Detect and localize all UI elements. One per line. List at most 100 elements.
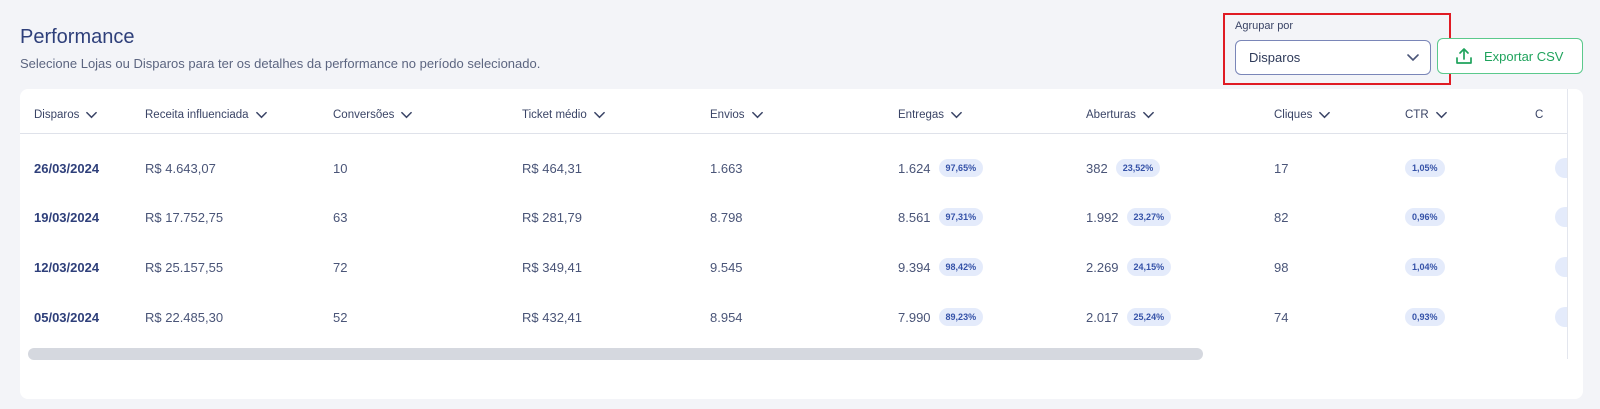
column-header-label: Entregas <box>898 108 945 121</box>
cell-aberturas: 2.017 25,24% <box>1086 292 1172 342</box>
cell-conversoes: 10 <box>333 143 347 193</box>
chevron-down-icon <box>86 111 98 119</box>
cell-date-value: 12/03/2024 <box>34 259 100 275</box>
cell-entregas-value: 1.624 <box>898 160 931 176</box>
export-csv-button[interactable]: Exportar CSV <box>1437 38 1583 74</box>
cell-overflow <box>1555 192 1567 242</box>
cell-ticket: R$ 464,31 <box>522 143 582 193</box>
cell-receita: R$ 17.752,75 <box>145 192 223 242</box>
cell-ticket: R$ 281,79 <box>522 192 582 242</box>
percent-badge: 23,52% <box>1115 159 1161 177</box>
cell-conversoes-value: 10 <box>333 160 348 176</box>
cell-ticket-value: R$ 349,41 <box>522 259 582 275</box>
cell-ctr: 0,93% <box>1405 292 1445 342</box>
table-row[interactable]: 12/03/2024 R$ 25.157,55 72 R$ 349,41 9.545 9.… <box>20 242 1567 292</box>
chevron-down-icon <box>401 111 413 119</box>
column-header-label: Ticket médio <box>522 108 587 121</box>
chevron-down-icon <box>593 111 605 119</box>
chevron-down-icon <box>951 111 962 119</box>
group-by-highlight: Agrupar por Disparos <box>1223 13 1451 85</box>
column-header-label: Cliques <box>1274 108 1313 121</box>
cell-entregas: 8.561 97,31% <box>898 192 984 242</box>
cell-ticket: R$ 432,41 <box>522 292 582 342</box>
column-header-c[interactable]: C <box>1535 96 1543 133</box>
overflow-badge <box>1555 158 1567 178</box>
cell-aberturas-value: 382 <box>1086 160 1108 176</box>
percent-badge: 23,27% <box>1126 208 1172 226</box>
column-header-cliques[interactable]: Cliques <box>1274 96 1331 133</box>
column-header-entregas[interactable]: Entregas <box>898 96 963 133</box>
export-csv-label: Exportar CSV <box>1484 48 1564 64</box>
upload-icon <box>1456 48 1472 64</box>
ctr-badge: 1,04% <box>1405 258 1445 276</box>
cell-envios: 1.663 <box>710 143 743 193</box>
chevron-down-icon <box>1319 111 1331 119</box>
percent-badge: 89,23% <box>938 308 984 326</box>
cell-entregas-value: 7.990 <box>898 309 931 325</box>
column-header-label: Receita influenciada <box>145 108 249 121</box>
group-by-selected-value: Disparos <box>1249 50 1301 65</box>
cell-aberturas: 382 23,52% <box>1086 143 1161 193</box>
chevron-down-icon <box>255 111 267 119</box>
cell-conversoes: 52 <box>333 292 347 342</box>
cell-date-value: 19/03/2024 <box>34 209 100 225</box>
column-header-ctr[interactable]: CTR <box>1405 96 1448 133</box>
percent-badge: 24,15% <box>1126 258 1172 276</box>
cell-cliques-value: 17 <box>1274 160 1289 176</box>
column-header-receita-influenciada[interactable]: Receita influenciada <box>145 96 268 133</box>
table-row[interactable]: 19/03/2024 R$ 17.752,75 63 R$ 281,79 8.798 8.… <box>20 192 1567 242</box>
cell-cliques: 17 <box>1274 143 1288 193</box>
cell-ticket: R$ 349,41 <box>522 242 582 292</box>
percent-badge: 97,65% <box>938 159 984 177</box>
column-header-aberturas[interactable]: Aberturas <box>1086 96 1155 133</box>
cell-receita-value: R$ 17.752,75 <box>145 209 224 225</box>
column-header-conversoes[interactable]: Conversões <box>333 96 413 133</box>
chevron-down-icon <box>1142 111 1154 119</box>
cell-date-value: 26/03/2024 <box>34 160 100 176</box>
cell-date: 12/03/2024 <box>34 242 99 292</box>
cell-envios: 8.798 <box>710 192 743 242</box>
cell-envios-value: 8.954 <box>710 309 743 325</box>
cell-cliques-value: 82 <box>1274 209 1289 225</box>
column-header-label: Envios <box>710 108 745 121</box>
cell-aberturas: 2.269 24,15% <box>1086 242 1172 292</box>
percent-badge: 98,42% <box>938 258 984 276</box>
overflow-badge <box>1555 307 1567 327</box>
ctr-badge: 1,05% <box>1405 159 1445 177</box>
column-header-ticket-medio[interactable]: Ticket médio <box>522 96 606 133</box>
cell-cliques: 98 <box>1274 242 1288 292</box>
performance-table-card: Disparos Receita influenciada Conversões Ti… <box>20 89 1583 399</box>
column-header-envios[interactable]: Envios <box>710 96 764 133</box>
cell-ctr: 0,96% <box>1405 192 1445 242</box>
cell-cliques-value: 74 <box>1274 309 1289 325</box>
ctr-badge: 0,96% <box>1405 208 1445 226</box>
cell-receita-value: R$ 22.485,30 <box>145 309 224 325</box>
cell-aberturas: 1.992 23,27% <box>1086 192 1172 242</box>
column-header-disparos[interactable]: Disparos <box>34 96 98 133</box>
group-by-select[interactable]: Disparos <box>1235 40 1431 75</box>
percent-badge: 25,24% <box>1126 308 1172 326</box>
cell-entregas-value: 8.561 <box>898 209 931 225</box>
chevron-down-icon <box>1407 54 1419 62</box>
performance-header: Performance Selecione Lojas ou Disparos … <box>20 26 540 71</box>
cell-aberturas-value: 2.017 <box>1086 309 1119 325</box>
cell-cliques: 82 <box>1274 192 1288 242</box>
column-header-label: Conversões <box>333 108 395 121</box>
overflow-badge <box>1555 207 1567 227</box>
table-row[interactable]: 05/03/2024 R$ 22.485,30 52 R$ 432,41 8.954 7.… <box>20 292 1567 342</box>
table-row[interactable]: 26/03/2024 R$ 4.643,07 10 R$ 464,31 1.663 1.6… <box>20 143 1567 193</box>
cell-conversoes-value: 63 <box>333 209 348 225</box>
cell-conversoes: 72 <box>333 242 347 292</box>
cell-receita: R$ 25.157,55 <box>145 242 223 292</box>
cell-conversoes-value: 52 <box>333 309 348 325</box>
cell-date: 26/03/2024 <box>34 143 99 193</box>
cell-aberturas-value: 2.269 <box>1086 259 1119 275</box>
cell-overflow <box>1555 292 1567 342</box>
cell-receita-value: R$ 4.643,07 <box>145 160 216 176</box>
horizontal-scrollbar[interactable] <box>28 348 1203 360</box>
performance-table: Disparos Receita influenciada Conversões Ti… <box>20 89 1568 359</box>
cell-ticket-value: R$ 432,41 <box>522 309 582 325</box>
cell-ctr: 1,05% <box>1405 143 1445 193</box>
cell-entregas: 7.990 89,23% <box>898 292 984 342</box>
cell-envios: 9.545 <box>710 242 743 292</box>
